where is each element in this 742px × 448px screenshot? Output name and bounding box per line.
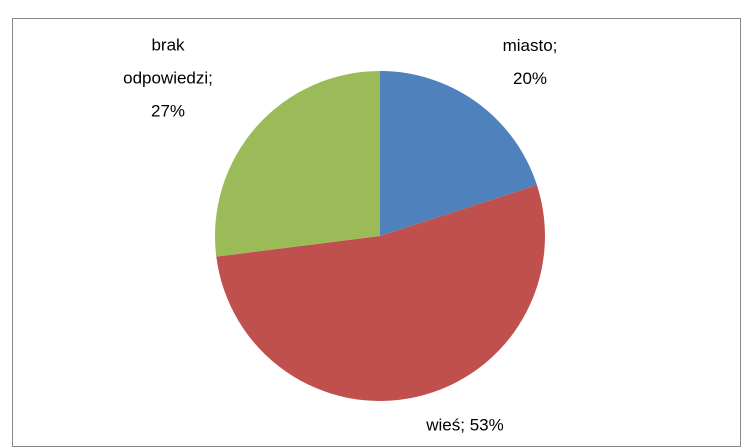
pie-slice	[380, 71, 537, 236]
pie-slice	[216, 185, 545, 402]
data-label: brak odpowiedzi; 27%	[123, 35, 213, 121]
pie-slice	[215, 71, 380, 257]
data-label: miasto; 20%	[502, 36, 558, 88]
data-label: wieś; 53%	[426, 415, 504, 435]
